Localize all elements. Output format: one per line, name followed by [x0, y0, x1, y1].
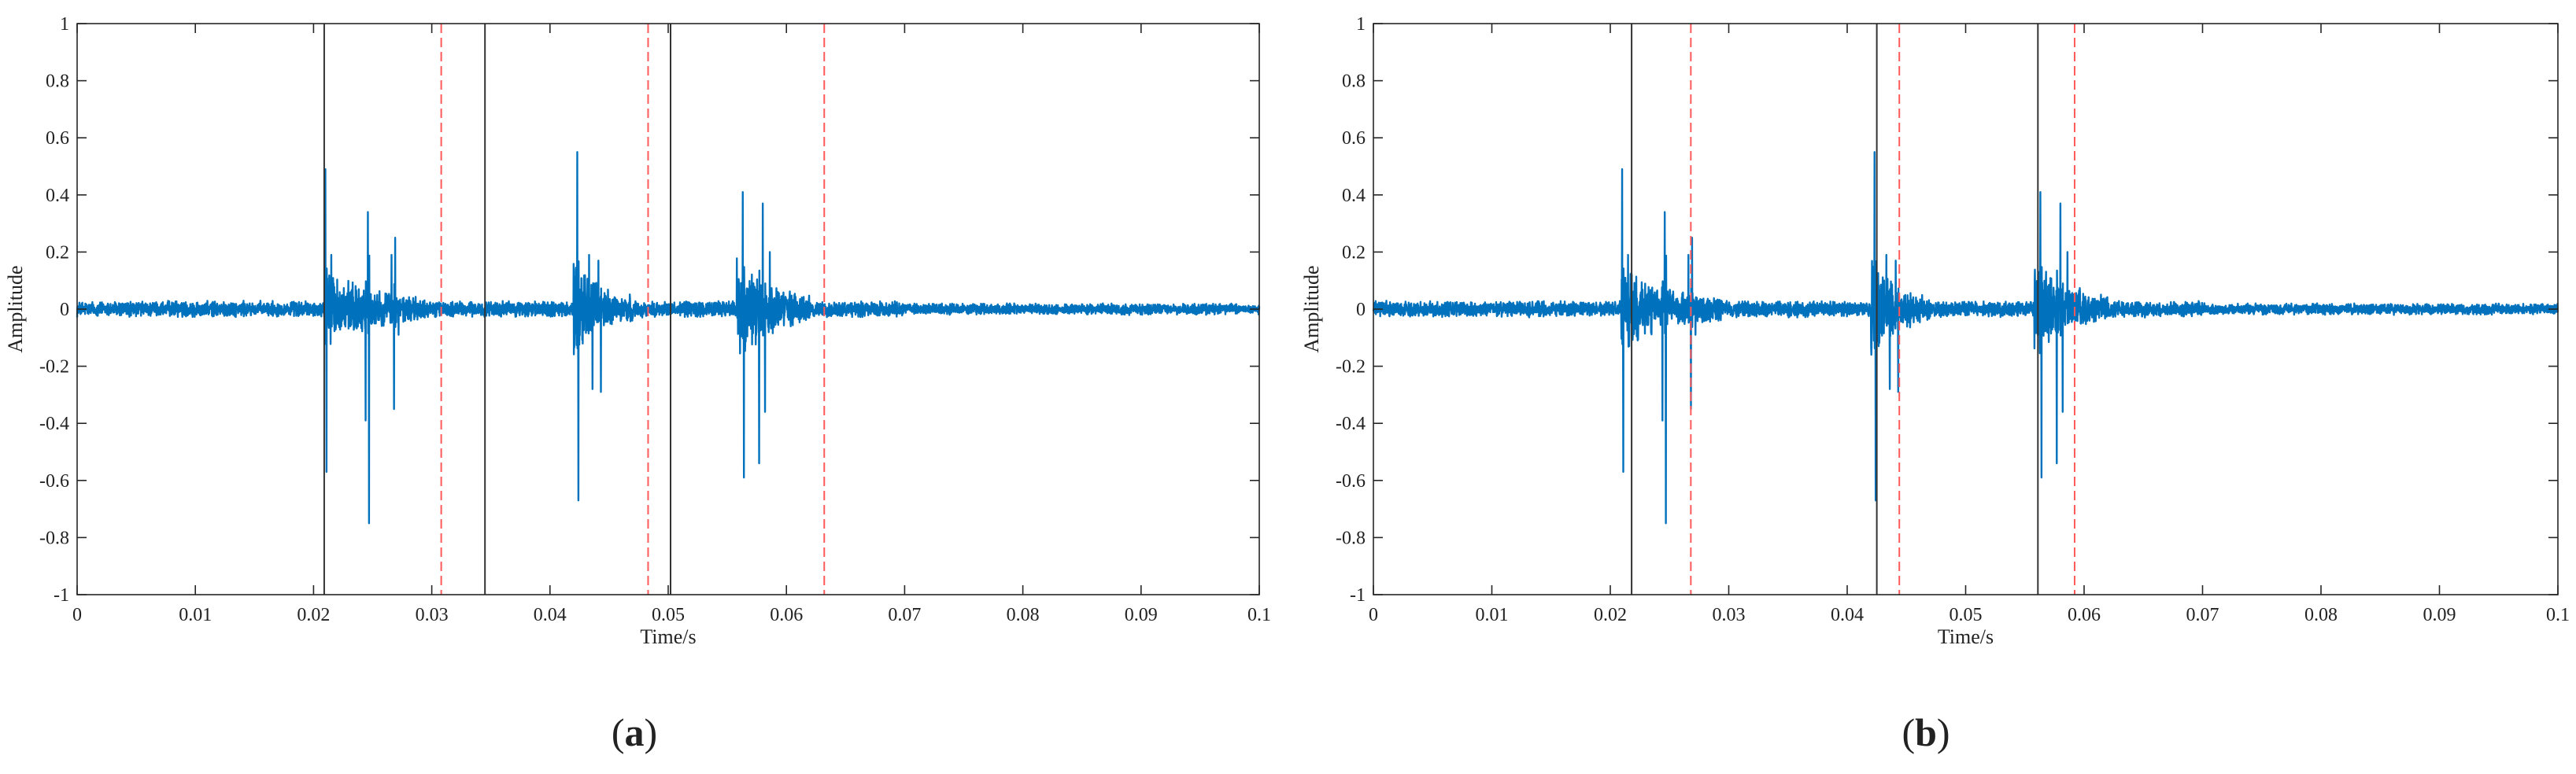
x-tick-label: 0.09: [2423, 605, 2456, 625]
y-tick-label: -0.2: [39, 357, 69, 378]
panel-label-a: (a): [612, 710, 657, 754]
x-tick-label: 0.02: [1594, 605, 1627, 625]
x-tick-label: 0.06: [2068, 605, 2101, 625]
x-tick-label: 0: [1369, 605, 1378, 625]
chart-panel-b: 0 0.01 0.02 0.03 0.04 0.05 0.06 0.07 0.08 0.09 0.1…: [1300, 14, 2570, 648]
y-tick-label: 1: [1356, 14, 1366, 35]
chart-panel-a: 0 0.01 0.02 0.03 0.04 0.05 0.06 0.07 0.08 0.09 0.1…: [4, 14, 1271, 648]
panel-label-b: (b): [1902, 710, 1950, 754]
x-axis-title: Time/s: [1938, 625, 1994, 648]
y-tick-label: -1: [54, 585, 69, 606]
x-tick-label: 0.05: [1950, 605, 1983, 625]
x-tick-label: 0.02: [297, 605, 330, 625]
y-tick-label: 1: [60, 14, 69, 35]
x-tick-label: 0.01: [1476, 605, 1509, 625]
x-tick-label: 0.09: [1125, 605, 1158, 625]
y-tick-label: -0.2: [1336, 357, 1366, 378]
y-tick-label: 0.2: [46, 242, 69, 263]
signal-trace: [1372, 151, 2559, 525]
x-tick-label: 0.03: [1713, 605, 1746, 625]
y-tick-label: -0.6: [39, 471, 69, 492]
x-tick-label: 0.08: [2304, 605, 2338, 625]
y-tick-label: 0.6: [1342, 128, 1366, 149]
y-tick-label: 0.8: [1342, 72, 1366, 92]
x-tick-label: 0: [72, 605, 82, 625]
y-tick-label: 0.8: [46, 72, 69, 92]
y-tick-label: 0.4: [46, 186, 69, 206]
x-tick-label: 0.05: [652, 605, 685, 625]
x-tick-label: 0.03: [416, 605, 449, 625]
x-tick-label: 0.1: [1247, 605, 1271, 625]
x-tick-label: 0.07: [888, 605, 921, 625]
x-axis-title: Time/s: [640, 625, 696, 648]
signal-trace: [76, 151, 1261, 525]
y-axis-title: Amplitude: [4, 265, 27, 352]
y-tick-label: 0.4: [1342, 186, 1366, 206]
x-tick-label: 0.06: [770, 605, 803, 625]
y-tick-label: -0.8: [1336, 528, 1366, 548]
y-tick-label: 0.2: [1342, 242, 1366, 263]
y-tick-label: -0.4: [1336, 414, 1366, 434]
y-tick-label: 0: [60, 300, 69, 320]
x-tick-label: 0.08: [1007, 605, 1040, 625]
x-tick-label: 0.1: [2546, 605, 2570, 625]
y-axis-title: Amplitude: [1300, 265, 1323, 352]
y-tick-label: 0: [1356, 300, 1366, 320]
x-tick-label: 0.01: [179, 605, 212, 625]
y-tick-label: 0.6: [46, 128, 69, 149]
x-tick-label: 0.04: [534, 605, 567, 625]
y-tick-label: -1: [1350, 585, 1366, 606]
y-tick-label: -0.6: [1336, 471, 1366, 492]
x-tick-label: 0.07: [2186, 605, 2219, 625]
y-tick-label: -0.4: [39, 414, 69, 434]
y-tick-label: -0.8: [39, 528, 69, 548]
x-tick-label: 0.04: [1831, 605, 1864, 625]
